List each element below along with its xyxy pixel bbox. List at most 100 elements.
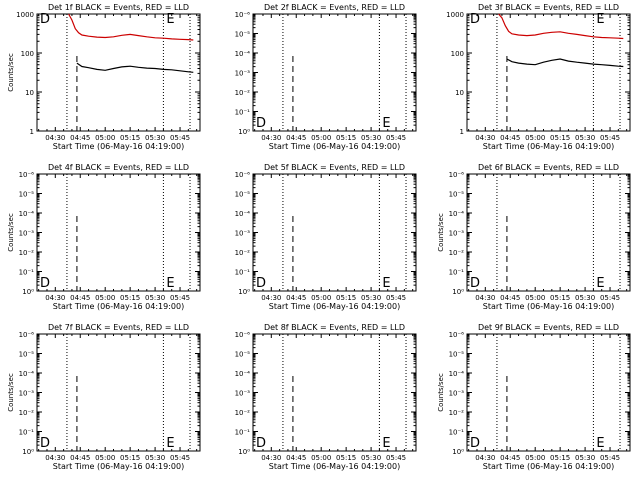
x-tick-label: 05:45 (386, 134, 406, 142)
y-tick-label: 100 (451, 50, 464, 58)
interval-marker-d: D (256, 436, 266, 451)
y-tick-label: 10⁻¹ (235, 429, 251, 437)
y-tick-label: 10⁻¹ (449, 269, 465, 277)
y-axis-label: Counts/sec (437, 373, 445, 412)
x-tick-label: 05:30 (575, 454, 595, 462)
y-tick-label: 10⁻¹ (19, 429, 35, 437)
x-axis-label: Start Time (06-May-16 04:19:00) (269, 462, 400, 471)
panel-title: Det 9f BLACK = Events, RED = LLD (478, 323, 619, 332)
y-axis-label: Counts/sec (7, 213, 15, 252)
x-tick-label: 05:15 (336, 134, 356, 142)
plot-frame (466, 173, 631, 292)
y-tick-label: 1 (460, 128, 464, 136)
interval-marker-e: E (382, 116, 390, 131)
x-tick-label: 04:45 (500, 454, 520, 462)
x-tick-label: 04:30 (45, 294, 65, 302)
interval-marker-e: E (166, 436, 174, 451)
y-tick-label: 10⁻⁶ (235, 11, 251, 19)
x-tick-label: 04:30 (475, 294, 495, 302)
x-tick-label: 05:45 (386, 454, 406, 462)
interval-marker-d: D (40, 276, 50, 291)
plot-frame (36, 173, 201, 292)
x-tick-label: 04:45 (70, 134, 90, 142)
y-tick-label: 10⁻⁶ (19, 331, 35, 339)
x-tick-label: 05:45 (600, 294, 620, 302)
y-tick-label: 10⁰ (22, 288, 34, 296)
x-tick-label: 05:00 (525, 134, 545, 142)
y-tick-label: 10⁻² (19, 249, 35, 257)
x-tick-label: 05:45 (386, 294, 406, 302)
x-tick-label: 05:00 (311, 134, 331, 142)
y-tick-label: 10⁻⁴ (235, 370, 251, 378)
x-tick-label: 05:30 (145, 294, 165, 302)
y-tick-label: 10⁻⁵ (235, 191, 251, 199)
y-tick-label: 10⁻³ (235, 70, 251, 78)
interval-marker-e: E (596, 12, 604, 27)
y-axis-label: Counts/sec (7, 373, 15, 412)
x-tick-label: 05:00 (311, 454, 331, 462)
x-tick-label: 05:15 (550, 134, 570, 142)
panel-title: Det 1f BLACK = Events, RED = LLD (48, 3, 189, 12)
y-tick-label: 10⁻² (235, 249, 251, 257)
detector-panel-5: Det 5f BLACK = Events, RED = LLD 10⁰ 10⁻¹ 1… (235, 163, 417, 311)
y-tick-label: 10⁰ (452, 448, 464, 456)
detector-panel-7: Det 7f BLACK = Events, RED = LLD 10⁰ 10⁻¹ 1… (7, 323, 201, 471)
y-tick-label: 10⁻⁴ (449, 210, 465, 218)
interval-marker-e: E (596, 436, 604, 451)
y-tick-label: 10⁰ (238, 448, 250, 456)
y-tick-label: 10⁻⁶ (19, 171, 35, 179)
plot-frame (466, 333, 631, 452)
x-axis-label: Start Time (06-May-16 04:19:00) (483, 142, 614, 151)
y-tick-label: 10⁻² (449, 249, 465, 257)
panel-title: Det 4f BLACK = Events, RED = LLD (48, 163, 189, 172)
interval-marker-d: D (40, 12, 50, 27)
y-tick-label: 10⁻⁴ (235, 50, 251, 58)
x-tick-label: 05:00 (95, 454, 115, 462)
plot-frame (252, 173, 417, 292)
y-tick-label: 10⁻⁵ (449, 191, 465, 199)
y-tick-label: 10⁻⁴ (449, 370, 465, 378)
interval-marker-d: D (470, 12, 480, 27)
x-tick-label: 05:15 (120, 294, 140, 302)
x-tick-label: 04:30 (475, 454, 495, 462)
x-tick-label: 04:30 (261, 134, 281, 142)
y-tick-label: 10⁻³ (19, 230, 35, 238)
y-tick-label: 100 (21, 50, 34, 58)
x-tick-label: 05:15 (550, 294, 570, 302)
x-tick-label: 05:45 (600, 454, 620, 462)
y-tick-label: 1000 (446, 11, 464, 19)
y-tick-label: 10⁻² (235, 89, 251, 97)
panel-title: Det 5f BLACK = Events, RED = LLD (264, 163, 405, 172)
y-tick-label: 10⁻¹ (19, 269, 35, 277)
plot-frame (36, 13, 201, 132)
interval-marker-e: E (166, 276, 174, 291)
x-tick-label: 04:45 (500, 134, 520, 142)
x-tick-label: 04:30 (475, 134, 495, 142)
x-tick-label: 05:00 (525, 454, 545, 462)
y-tick-label: 10⁻³ (449, 230, 465, 238)
interval-marker-d: D (256, 116, 266, 131)
x-tick-label: 05:45 (170, 454, 190, 462)
x-tick-label: 04:45 (286, 294, 306, 302)
y-tick-label: 10⁻¹ (449, 429, 465, 437)
detector-panel-1: Det 1f BLACK = Events, RED = LLD 1 10 100 10… (7, 3, 201, 151)
x-tick-label: 04:30 (261, 454, 281, 462)
y-tick-label: 10⁰ (238, 128, 250, 136)
x-tick-label: 04:30 (45, 134, 65, 142)
x-axis-label: Start Time (06-May-16 04:19:00) (53, 462, 184, 471)
y-tick-label: 10 (25, 89, 34, 97)
series-line-lld (498, 13, 624, 40)
panel-title: Det 7f BLACK = Events, RED = LLD (48, 323, 189, 332)
y-tick-label: 10⁻² (449, 409, 465, 417)
series-line-lld (68, 13, 194, 41)
y-tick-label: 10⁻⁵ (19, 191, 35, 199)
x-tick-label: 05:45 (170, 134, 190, 142)
y-tick-label: 10⁻¹ (235, 269, 251, 277)
x-tick-label: 05:30 (575, 134, 595, 142)
x-tick-label: 05:15 (120, 134, 140, 142)
x-tick-label: 04:45 (286, 454, 306, 462)
plot-frame (36, 333, 201, 452)
y-tick-label: 10⁻⁶ (449, 331, 465, 339)
x-tick-label: 05:45 (170, 294, 190, 302)
x-tick-label: 04:45 (500, 294, 520, 302)
